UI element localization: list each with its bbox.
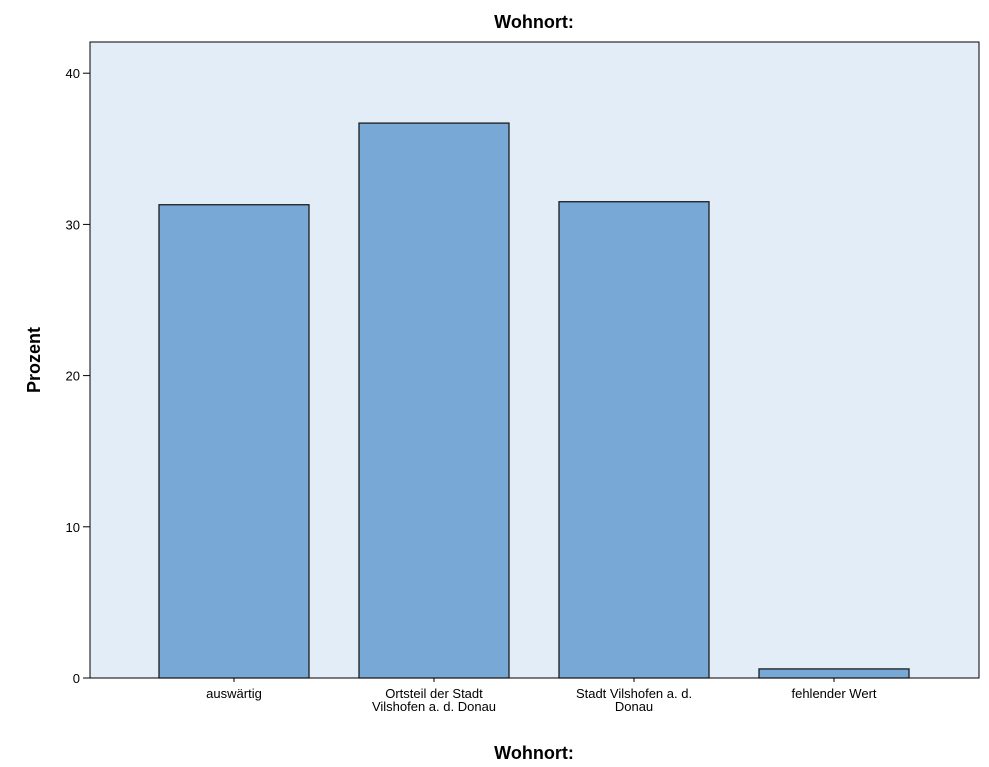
bar-3 [758,668,910,679]
y-tick-label: 40 [66,66,80,81]
x-tick-label: Ortsteil der Stadt Vilshofen a. d. Donau [372,686,496,714]
x-tick-label: fehlender Wert [791,686,876,701]
y-tick-label: 10 [66,520,80,535]
bar-2 [558,201,710,679]
x-axis: auswärtig Ortsteil der Stadt Vilshofen a. … [206,678,877,714]
x-axis-title: Wohnort: [494,743,574,763]
x-tick-label: auswärtig [206,686,262,701]
y-tick-label: 0 [73,671,80,686]
chart-title: Wohnort: [494,12,574,32]
x-tick-label: Stadt Vilshofen a. d. Donau [576,686,692,714]
y-tick-label: 30 [66,217,80,232]
bar-1 [358,122,510,679]
bar-0 [158,204,310,679]
bars-group [158,122,910,679]
y-axis: 0 10 20 30 40 [66,66,90,686]
y-axis-title: Prozent [24,327,44,393]
y-tick-label: 20 [66,369,80,384]
